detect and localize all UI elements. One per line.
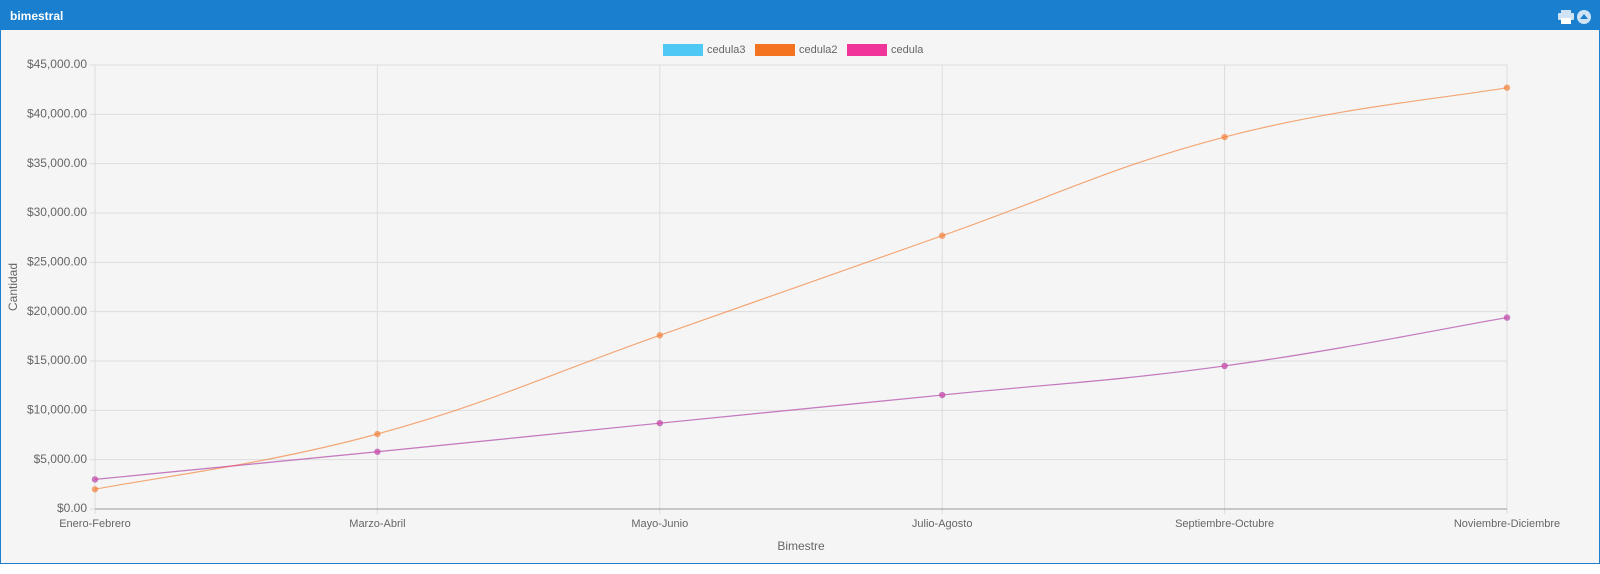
series-line [94,316,1508,480]
legend-swatch [755,44,795,56]
print-button[interactable] [1558,10,1574,24]
x-tick-label: Mayo-Junio [631,518,688,530]
y-tick-label: $30,000.00 [27,205,87,219]
data-point [374,448,381,455]
x-tick-label: Noviembre-Diciembre [1454,518,1560,530]
y-tick-label: $5,000.00 [34,452,88,466]
x-axis-title: Bimestre [777,539,825,553]
y-tick-label: $0.00 [57,501,87,515]
panel-title: bimestral [10,9,64,23]
data-point [91,476,99,483]
data-point [1503,314,1511,321]
y-tick-label: $10,000.00 [27,403,87,417]
collapse-button[interactable] [1577,10,1591,24]
x-tick-label: Julio-Agosto [912,518,973,530]
y-tick-label: $15,000.00 [27,353,87,367]
legend-label: cedula [891,44,924,56]
x-tick-label: Marzo-Abril [349,518,405,530]
data-point [1503,84,1511,91]
y-tick-label: $35,000.00 [27,156,87,170]
x-tick-label: Septiembre-Octubre [1175,518,1274,530]
data-point [656,332,663,339]
legend-label: cedula2 [799,44,838,56]
legend-swatch [847,44,887,56]
data-point [939,232,946,239]
data-point [656,419,663,427]
y-axis-title: Cantidad [6,263,20,311]
data-point [374,430,381,438]
panel-tools [1558,10,1591,24]
legend-swatch [663,44,703,56]
legend-label: cedula3 [707,44,746,56]
panel-header: bimestral [1,1,1599,30]
data-point [1221,362,1228,370]
series-line [94,316,1508,480]
y-tick-label: $40,000.00 [27,107,87,121]
data-point [1221,133,1228,141]
y-tick-label: $25,000.00 [27,255,87,269]
x-tick-label: Enero-Febrero [59,518,131,530]
y-tick-label: $20,000.00 [27,304,87,318]
series-line [94,87,1508,490]
data-point [91,486,99,493]
y-tick-label: $45,000.00 [27,57,87,71]
data-point [939,391,946,399]
